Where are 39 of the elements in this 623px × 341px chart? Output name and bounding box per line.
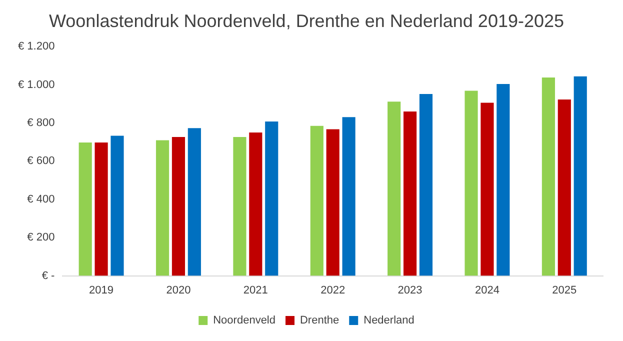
bar <box>388 102 401 276</box>
bar <box>403 112 417 276</box>
x-tick-label: 2022 <box>320 284 346 296</box>
x-tick-label: 2023 <box>398 284 422 296</box>
bar <box>496 84 510 276</box>
x-tick-label: 2024 <box>474 284 500 296</box>
bar <box>464 90 478 276</box>
bar <box>249 132 262 276</box>
bar <box>188 128 201 276</box>
bar <box>233 136 246 276</box>
bar <box>574 76 587 276</box>
y-tick-label: € 1.200 <box>18 40 55 53</box>
bar <box>310 126 324 276</box>
chart-title: Woonlastendruk Noordenveld, Drenthe en Nederland 2019-2025 <box>48 10 564 31</box>
x-tick-label: 2019 <box>89 284 114 296</box>
legend-label: Noordenveld <box>213 314 276 327</box>
bar <box>542 78 555 276</box>
y-tick-label: € 400 <box>27 193 55 206</box>
bar <box>419 94 433 276</box>
x-tick-label: 2020 <box>166 284 191 296</box>
bar <box>326 129 340 276</box>
bar <box>78 142 92 276</box>
legend-label: Nederland <box>364 314 414 327</box>
bar <box>94 142 108 276</box>
bar <box>558 100 571 276</box>
bar <box>110 136 124 276</box>
y-tick-label: € 600 <box>27 155 55 168</box>
y-tick-label: € 800 <box>27 117 55 130</box>
legend-label: Drenthe <box>300 314 340 327</box>
y-tick-label: € - <box>42 270 56 282</box>
bar <box>480 102 494 276</box>
x-tick-label: 2025 <box>552 284 577 296</box>
bar <box>172 136 186 276</box>
y-tick-label: € 200 <box>27 232 55 244</box>
y-tick-label: € 1.000 <box>18 78 55 91</box>
bar <box>265 121 278 276</box>
bar <box>342 117 356 276</box>
x-tick-label: 2021 <box>243 284 268 296</box>
bar <box>156 140 170 276</box>
